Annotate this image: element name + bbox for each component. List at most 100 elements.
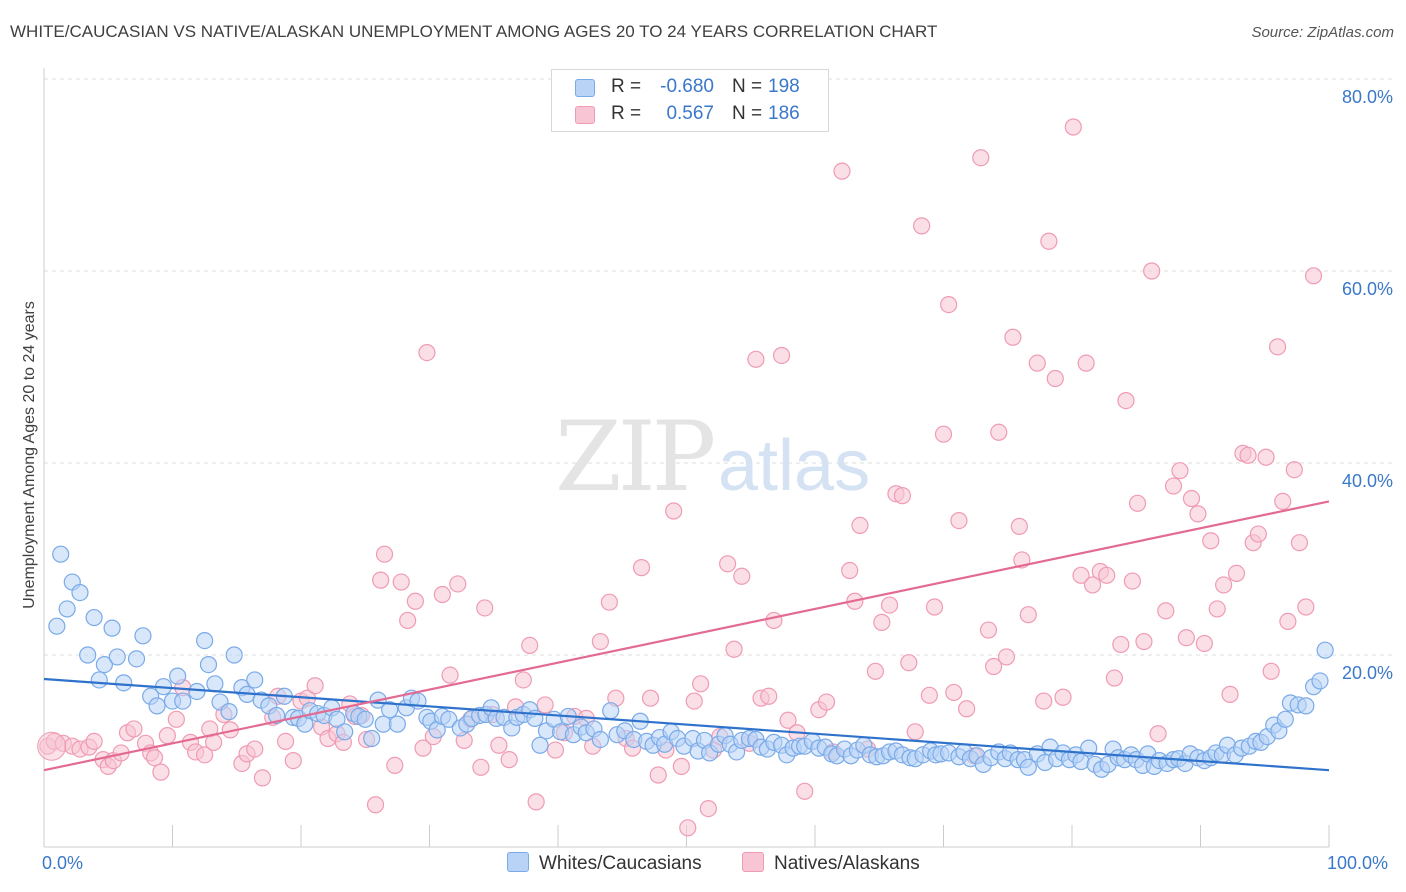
point-natives bbox=[699, 799, 717, 818]
legend: R = -0.680 N = 198 R = 0.567 N = 186 bbox=[551, 69, 829, 132]
legend-n-value: 186 bbox=[768, 103, 800, 124]
point-natives bbox=[997, 648, 1016, 666]
point-natives bbox=[125, 720, 143, 738]
point-natives bbox=[945, 683, 963, 702]
point-natives bbox=[672, 757, 690, 775]
point-whites bbox=[52, 545, 70, 563]
point-whites bbox=[356, 710, 374, 728]
point-whites bbox=[336, 723, 354, 741]
point-whites bbox=[440, 710, 458, 728]
point-natives bbox=[253, 769, 272, 787]
point-natives bbox=[1019, 606, 1037, 624]
point-natives bbox=[1054, 688, 1072, 706]
point-natives bbox=[158, 727, 176, 745]
point-natives bbox=[1143, 262, 1161, 280]
point-natives bbox=[1149, 725, 1167, 743]
point-whites bbox=[174, 692, 192, 710]
legend-swatch-natives bbox=[575, 106, 595, 124]
point-whites bbox=[1311, 672, 1329, 690]
watermark: ZIP atlas bbox=[555, 401, 870, 513]
point-whites bbox=[95, 655, 113, 674]
point-natives bbox=[1177, 629, 1195, 647]
point-whites bbox=[48, 617, 66, 635]
point-natives bbox=[490, 736, 508, 754]
point-natives bbox=[284, 751, 302, 770]
point-whites bbox=[115, 674, 133, 692]
point-natives bbox=[833, 162, 851, 180]
point-natives bbox=[900, 654, 918, 672]
point-natives bbox=[1105, 669, 1124, 687]
point-natives bbox=[1010, 517, 1028, 535]
bottom-legend-natives: Natives/Alaskans bbox=[742, 852, 920, 875]
point-natives bbox=[925, 598, 944, 616]
point-whites bbox=[148, 697, 166, 715]
point-natives bbox=[406, 592, 424, 610]
point-natives bbox=[418, 344, 436, 362]
point-natives bbox=[441, 666, 459, 684]
point-whites bbox=[267, 706, 286, 725]
point-natives bbox=[765, 611, 783, 630]
point-natives bbox=[399, 611, 417, 630]
point-natives bbox=[167, 710, 185, 728]
point-natives bbox=[591, 632, 610, 651]
point-natives bbox=[1171, 462, 1189, 480]
point-natives bbox=[152, 763, 170, 781]
trend-line-whites bbox=[43, 677, 1330, 772]
bottom-legend-swatch-natives bbox=[742, 852, 764, 872]
point-natives bbox=[414, 739, 432, 757]
point-natives bbox=[600, 593, 619, 611]
point-natives bbox=[1304, 267, 1323, 285]
point-natives bbox=[920, 686, 938, 704]
point-whites bbox=[71, 583, 89, 602]
point-natives bbox=[719, 555, 737, 573]
legend-n-label: N = bbox=[732, 76, 763, 97]
point-natives bbox=[145, 749, 164, 767]
point-whites bbox=[169, 667, 187, 685]
point-whites bbox=[225, 646, 243, 664]
point-whites bbox=[134, 627, 152, 645]
point-natives bbox=[472, 758, 490, 776]
point-natives bbox=[1239, 446, 1257, 464]
y-tick-label: 40.0% bbox=[1341, 471, 1393, 491]
gridlines bbox=[44, 78, 1392, 656]
point-natives bbox=[760, 687, 778, 705]
point-natives bbox=[246, 740, 264, 758]
point-natives bbox=[1274, 492, 1292, 510]
point-whites bbox=[127, 650, 146, 668]
point-natives bbox=[1279, 612, 1297, 631]
point-natives bbox=[665, 502, 683, 520]
point-natives bbox=[196, 746, 214, 764]
chart-source: Source: ZipAtlas.com bbox=[1251, 24, 1394, 41]
point-natives bbox=[1064, 118, 1082, 136]
point-natives bbox=[950, 511, 968, 530]
point-whites bbox=[199, 655, 218, 674]
y-tick-label: 20.0% bbox=[1341, 663, 1393, 683]
point-natives bbox=[1135, 632, 1153, 651]
bottom-legend-label-natives: Natives/Alaskans bbox=[774, 853, 920, 874]
x-tick-label-right: 100.0% bbox=[1327, 853, 1389, 873]
point-natives bbox=[913, 217, 931, 235]
y-tick-label: 80.0% bbox=[1341, 87, 1393, 107]
point-whites bbox=[363, 729, 381, 748]
point-whites bbox=[1297, 697, 1315, 715]
point-natives bbox=[1004, 328, 1022, 346]
point-natives bbox=[1297, 598, 1315, 616]
point-natives bbox=[1215, 576, 1233, 594]
legend-r-value: 0.567 bbox=[666, 103, 714, 124]
point-whites bbox=[196, 631, 214, 650]
point-natives bbox=[1285, 461, 1303, 479]
point-natives bbox=[958, 700, 976, 718]
point-natives bbox=[985, 657, 1003, 676]
point-natives bbox=[1221, 685, 1239, 703]
point-natives bbox=[817, 693, 836, 711]
point-whites bbox=[602, 702, 620, 720]
point-natives bbox=[449, 575, 467, 593]
point-whites bbox=[591, 730, 610, 749]
point-natives bbox=[1040, 232, 1058, 250]
point-natives bbox=[972, 149, 990, 167]
point-natives bbox=[1268, 338, 1287, 356]
point-natives bbox=[649, 766, 667, 784]
bottom-legend-whites: Whites/Caucasians bbox=[507, 852, 702, 875]
point-natives bbox=[851, 516, 869, 535]
point-natives bbox=[747, 350, 765, 368]
